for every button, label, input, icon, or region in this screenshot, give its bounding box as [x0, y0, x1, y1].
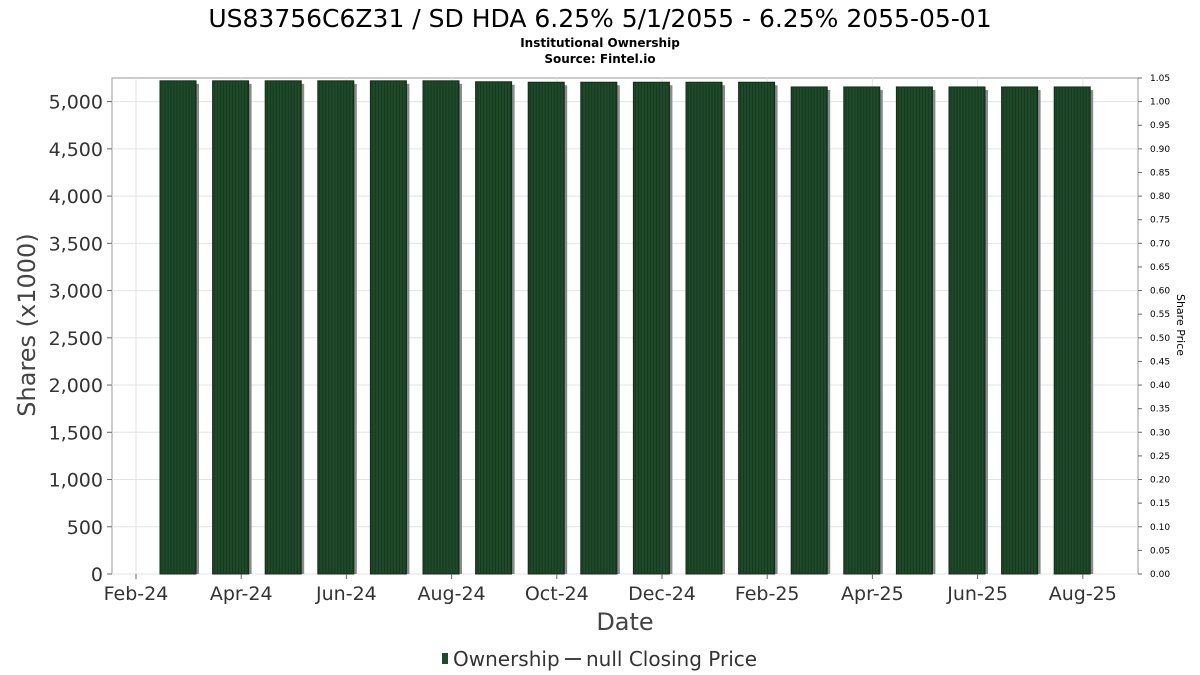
ownership-bar — [1053, 86, 1091, 575]
x-tick-label: Feb-25 — [735, 583, 800, 605]
y-tick-label: 500 — [67, 517, 103, 539]
y2-tick-label: 0.45 — [1150, 357, 1170, 367]
x-tick-label: Feb-24 — [104, 583, 169, 605]
ownership-bar — [843, 86, 881, 575]
legend: Ownership null Closing Price — [442, 647, 757, 671]
y-tick-label: 3,500 — [49, 233, 103, 255]
ownership-bar — [1001, 86, 1039, 575]
y2-tick-label: 1.05 — [1150, 74, 1170, 84]
y-axis-ticks: 0 500 1,000 1,500 2,000 2,500 3,000 3,500 4,000 4… — [49, 92, 112, 586]
bars-group — [159, 80, 1094, 575]
y-tick-label: 2,000 — [49, 375, 103, 397]
x-axis-label: Date — [596, 608, 653, 636]
y2-tick-label: 0.00 — [1150, 570, 1170, 580]
y-axis-label: Shares (x1000) — [13, 233, 41, 416]
y2-axis-ticks: 0.00 0.05 0.10 0.15 0.20 0.25 0.30 0.35 0.40 0.45… — [1138, 74, 1170, 580]
y-tick-label: 4,500 — [49, 139, 103, 161]
y-tick-label: 1,000 — [49, 470, 103, 492]
y-tick-label: 0 — [91, 564, 103, 586]
ownership-bar — [212, 80, 250, 575]
y2-tick-label: 0.70 — [1150, 239, 1170, 249]
ownership-bar — [159, 80, 197, 575]
legend-ownership-swatch — [442, 653, 448, 664]
ownership-bar — [632, 81, 670, 575]
y2-tick-label: 0.30 — [1150, 428, 1170, 438]
y2-tick-label: 0.55 — [1150, 310, 1170, 320]
y-tick-label: 2,500 — [49, 328, 103, 350]
ownership-bar — [527, 81, 565, 575]
chart-subtitle-2: Source: Fintel.io — [544, 52, 655, 66]
x-tick-label: Jun-25 — [946, 583, 1008, 605]
y2-tick-label: 0.15 — [1150, 499, 1170, 509]
ownership-bar — [685, 81, 723, 575]
x-tick-label: Dec-24 — [628, 583, 696, 605]
y2-tick-label: 0.95 — [1150, 121, 1170, 131]
y2-tick-label: 0.20 — [1150, 476, 1170, 486]
y2-tick-label: 0.85 — [1150, 168, 1170, 178]
y2-tick-label: 0.65 — [1150, 263, 1170, 273]
y2-tick-label: 0.75 — [1150, 216, 1170, 226]
y2-tick-label: 0.40 — [1150, 381, 1170, 391]
y2-tick-label: 0.60 — [1150, 287, 1170, 297]
ownership-bar — [948, 86, 986, 575]
y-tick-label: 5,000 — [49, 92, 103, 114]
y-tick-label: 4,000 — [49, 186, 103, 208]
x-tick-label: Apr-24 — [210, 583, 273, 605]
y2-tick-label: 0.80 — [1150, 192, 1170, 202]
y2-tick-label: 0.35 — [1150, 405, 1170, 415]
legend-price-label: null Closing Price — [586, 647, 757, 671]
y2-tick-label: 0.25 — [1150, 452, 1170, 462]
chart-subtitle-1: Institutional Ownership — [520, 36, 680, 50]
ownership-bar — [580, 81, 618, 575]
ownership-bar — [475, 81, 513, 575]
y2-tick-label: 0.50 — [1150, 334, 1170, 344]
y2-axis-label: Share Price — [1174, 294, 1187, 356]
ownership-bar — [738, 81, 776, 575]
y2-tick-label: 0.10 — [1150, 523, 1170, 533]
ownership-bar — [264, 80, 302, 575]
y2-tick-label: 0.90 — [1150, 145, 1170, 155]
x-tick-label: Apr-25 — [841, 583, 904, 605]
ownership-bar — [790, 86, 828, 575]
legend-ownership-label: Ownership — [453, 647, 560, 671]
y-tick-label: 3,000 — [49, 281, 103, 303]
x-tick-label: Aug-24 — [418, 583, 486, 605]
y-tick-label: 1,500 — [49, 422, 103, 444]
chart-title: US83756C6Z31 / SD HDA 6.25% 5/1/2055 - 6… — [208, 4, 991, 33]
ownership-bar — [895, 86, 933, 575]
x-tick-label: Jun-24 — [315, 583, 377, 605]
x-axis-ticks: Feb-24 Apr-24 Jun-24 Aug-24 Oct-24 Dec-24 Feb-… — [104, 574, 1117, 605]
y2-tick-label: 1.00 — [1150, 98, 1170, 108]
ownership-bar — [317, 80, 355, 575]
x-tick-label: Aug-25 — [1049, 583, 1117, 605]
ownership-bar — [422, 80, 460, 575]
x-tick-label: Oct-24 — [525, 583, 589, 605]
ownership-bar — [369, 80, 407, 575]
y2-tick-label: 0.05 — [1150, 546, 1170, 556]
